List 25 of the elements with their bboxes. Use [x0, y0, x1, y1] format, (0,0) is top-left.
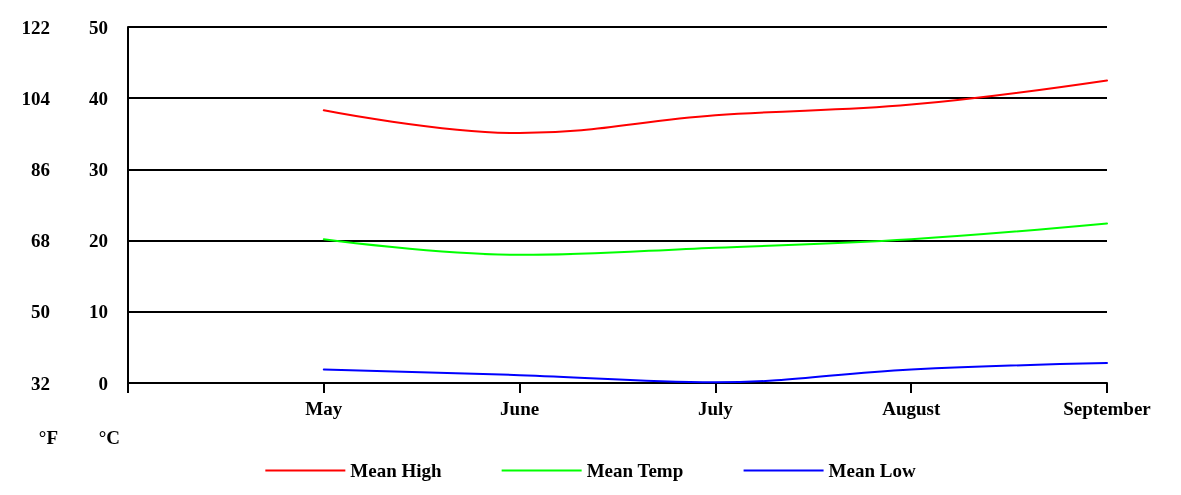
- y-tick-label: 10: [89, 301, 108, 323]
- legend-label: Mean Low: [828, 460, 916, 481]
- x-tick-label: July: [697, 398, 734, 419]
- y2-tick-label: 68: [31, 230, 50, 252]
- y-tick-label: 40: [89, 87, 108, 109]
- y2-tick-label: 104: [21, 87, 51, 109]
- y2-tick-label: 50: [31, 301, 50, 323]
- legend-label: Mean Temp: [586, 460, 684, 481]
- y2-tick-label: 122: [21, 16, 50, 38]
- legend-label: Mean High: [350, 460, 443, 481]
- y-tick-label: 0: [98, 372, 108, 394]
- x-tick-label: September: [1063, 398, 1152, 419]
- y-tick-label: 30: [89, 158, 108, 180]
- x-tick-label: May: [305, 398, 343, 419]
- y-tick-label: 20: [89, 230, 108, 252]
- line-series: [322, 362, 1108, 384]
- y2-tick-label: 86: [31, 158, 50, 180]
- x-tick-label: August: [882, 398, 941, 419]
- y2-axis-title: °F: [38, 427, 58, 448]
- x-tick-label: June: [500, 398, 540, 419]
- y-axis-title: °C: [98, 427, 120, 448]
- line-series: [322, 222, 1108, 256]
- y2-tick-label: 32: [31, 372, 50, 394]
- y-tick-label: 50: [89, 16, 108, 38]
- line-series: [322, 79, 1108, 135]
